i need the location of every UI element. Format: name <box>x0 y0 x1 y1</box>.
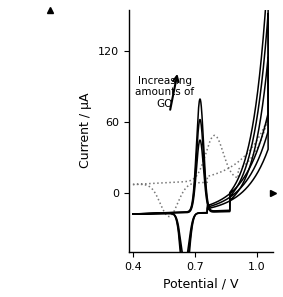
Y-axis label: Current / μA: Current / μA <box>80 93 92 168</box>
X-axis label: Potential / V: Potential / V <box>163 277 239 290</box>
Text: Increasing
amounts of
GO: Increasing amounts of GO <box>135 76 194 109</box>
